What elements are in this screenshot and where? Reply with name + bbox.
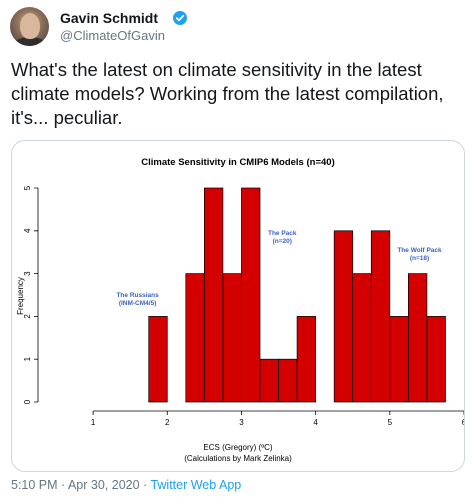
author-handle[interactable]: @ClimateOfGavin — [60, 28, 165, 43]
tweet-footer: 5:10 PM · Apr 30, 2020 · Twitter Web App — [11, 478, 241, 492]
x-tick-label: 2 — [165, 418, 170, 427]
y-tick-label: 5 — [23, 185, 32, 190]
tweet-text: What's the latest on climate sensitivity… — [11, 59, 444, 128]
chart-annotation-2-line-1: (n=18) — [410, 255, 429, 262]
chart-annotations: The Russians(INM-CM4/5) The Pack(n=20) The… — [116, 230, 442, 307]
author-name[interactable]: Gavin Schmidt — [60, 10, 159, 26]
x-tick-label: 4 — [313, 418, 318, 427]
chart-annotation-0-line-0: The Russians — [116, 292, 159, 299]
x-axis-sublabel: (Calculations by Mark Zelinka) — [184, 454, 292, 463]
tweet-media-image[interactable]: Climate Sensitivity in CMIP6 Models (n=4… — [11, 140, 465, 472]
chart-annotation-0-line-1: (INM-CM4/5) — [119, 300, 157, 307]
histogram-bar-6 — [278, 358, 298, 403]
y-axis-label: Frequency — [16, 277, 25, 315]
histogram-bar-11 — [389, 316, 409, 403]
histogram-bar-10 — [370, 230, 391, 403]
avatar[interactable] — [10, 7, 49, 46]
histogram-bar-9 — [352, 273, 372, 403]
x-tick-label: 6 — [462, 418, 464, 427]
x-tick-label: 1 — [91, 418, 96, 427]
verified-badge-icon — [173, 11, 187, 25]
histogram-bar-2 — [204, 187, 224, 403]
chart-annotation-1-line-1: (n=20) — [273, 238, 292, 245]
tweet-source-link[interactable]: Twitter Web App — [150, 478, 242, 492]
y-tick-label: 1 — [23, 356, 32, 361]
histogram-bar-3 — [222, 273, 242, 403]
y-tick-label: 0 — [23, 399, 32, 404]
y-tick-label: 2 — [23, 314, 32, 319]
y-tick-label: 4 — [23, 228, 32, 233]
histogram-bar-0 — [148, 316, 168, 403]
histogram-bar-4 — [241, 187, 261, 403]
histogram-bar-13 — [426, 316, 446, 403]
histogram-bars — [148, 187, 446, 403]
x-axis-label: ECS (Gregory) (ºC) — [203, 443, 272, 452]
histogram-bar-5 — [259, 358, 279, 403]
chart-title: Climate Sensitivity in CMIP6 Models (n=4… — [141, 157, 334, 168]
tweet-header: Gavin Schmidt @ClimateOfGavin — [10, 7, 464, 47]
y-tick-label: 3 — [23, 271, 32, 276]
x-tick-label: 3 — [239, 418, 244, 427]
histogram-bar-8 — [333, 230, 354, 403]
y-axis: 0 1 2 3 4 5 — [23, 185, 39, 404]
histogram-bar-12 — [408, 273, 428, 403]
histogram-chart: Climate Sensitivity in CMIP6 Models (n=4… — [16, 157, 464, 463]
chart-annotation-2-line-0: The Wolf Pack — [397, 247, 442, 254]
x-axis: 1 2 3 4 5 6 — [91, 410, 464, 427]
histogram-bar-1 — [185, 273, 205, 403]
histogram-bar-7 — [296, 316, 316, 403]
chart-annotation-1-line-0: The Pack — [268, 230, 297, 237]
tweet-timestamp[interactable]: 5:10 PM · Apr 30, 2020 · — [11, 478, 151, 492]
x-tick-label: 5 — [388, 418, 393, 427]
